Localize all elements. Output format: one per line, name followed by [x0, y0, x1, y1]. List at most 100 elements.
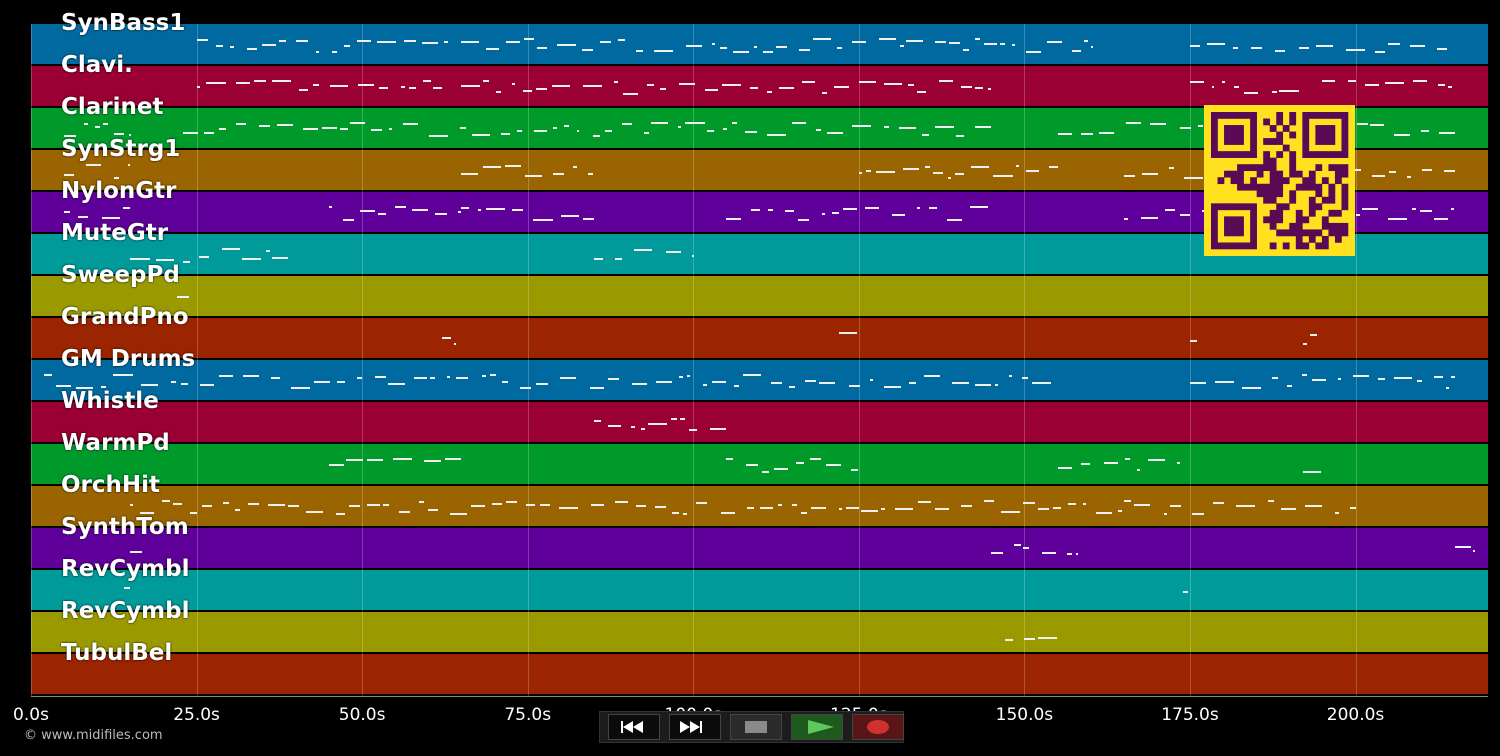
rewind-button[interactable]: [608, 714, 660, 740]
note-mark: [826, 464, 841, 466]
note-mark: [447, 376, 451, 378]
note-mark: [975, 87, 984, 89]
note-mark: [767, 134, 787, 136]
note-mark: [1124, 500, 1132, 502]
note-mark: [1118, 510, 1122, 512]
note-mark: [1384, 82, 1404, 84]
note-mark: [1372, 175, 1385, 177]
note-mark: [272, 257, 289, 259]
qr-module: [1321, 196, 1329, 204]
note-mark: [540, 504, 550, 506]
note-mark: [1015, 165, 1020, 167]
track-row: [31, 570, 1488, 610]
qr-module: [1211, 118, 1218, 126]
note-mark: [401, 86, 406, 88]
qr-module: [1334, 235, 1342, 243]
qr-module: [1250, 118, 1257, 126]
note-mark: [557, 44, 577, 46]
note-mark: [395, 206, 407, 208]
note-mark: [905, 40, 923, 42]
qr-module: [1282, 229, 1290, 237]
qr-module: [1243, 151, 1251, 158]
qr-module: [1334, 177, 1342, 185]
note-mark: [858, 81, 877, 83]
note-mark: [500, 133, 511, 135]
qr-module: [1328, 151, 1336, 158]
note-mark: [899, 45, 904, 47]
qr-module: [1341, 112, 1349, 119]
note-mark: [686, 45, 702, 47]
note-mark: [771, 382, 783, 384]
note-mark: [403, 123, 418, 125]
note-mark: [1287, 385, 1292, 387]
note-mark: [1009, 375, 1013, 377]
note-mark: [203, 132, 215, 134]
stop-button[interactable]: [730, 714, 782, 740]
note-mark: [130, 258, 150, 260]
qr-module: [1308, 151, 1316, 158]
note-mark: [1302, 343, 1308, 345]
note-mark: [726, 218, 741, 220]
note-mark: [1436, 48, 1448, 50]
qr-module: [1302, 151, 1310, 158]
fast-forward-icon: [680, 721, 702, 733]
qr-module: [1334, 222, 1342, 230]
note-mark: [1312, 379, 1326, 381]
note-mark: [64, 135, 76, 137]
qr-module: [1230, 125, 1238, 132]
note-mark: [707, 130, 714, 132]
note-mark: [1179, 214, 1190, 216]
qr-module: [1269, 164, 1277, 172]
qr-module: [1321, 177, 1329, 185]
note-mark: [720, 512, 736, 514]
note-mark: [1411, 208, 1416, 210]
play-button[interactable]: [791, 714, 843, 740]
note-mark: [1211, 86, 1215, 88]
note-mark: [587, 173, 593, 175]
note-mark: [822, 213, 826, 215]
qr-module: [1256, 190, 1264, 198]
note-mark: [763, 51, 774, 53]
note-mark: [975, 126, 992, 128]
note-mark: [720, 47, 727, 49]
qr-module: [1211, 131, 1218, 139]
note-mark: [84, 123, 89, 125]
note-mark: [581, 49, 594, 51]
qr-module: [1321, 235, 1329, 243]
record-button[interactable]: [852, 714, 904, 740]
qr-module: [1250, 144, 1257, 152]
qr-module: [1302, 183, 1310, 191]
note-mark: [635, 50, 643, 52]
note-mark: [349, 122, 365, 124]
note-mark: [991, 552, 1003, 554]
note-mark: [1434, 376, 1444, 378]
note-mark: [1184, 177, 1204, 179]
note-mark: [851, 125, 872, 127]
qr-module: [1315, 125, 1323, 132]
note-mark: [130, 551, 143, 553]
qr-module: [1302, 112, 1310, 119]
note-mark: [1387, 43, 1401, 45]
qr-module: [1250, 151, 1257, 158]
note-mark: [1271, 377, 1278, 379]
fast-forward-button[interactable]: [669, 714, 721, 740]
note-mark: [424, 460, 442, 462]
note-mark: [94, 126, 100, 128]
note-mark: [630, 426, 636, 428]
note-mark: [1176, 462, 1180, 464]
note-mark: [536, 88, 548, 90]
note-mark: [1041, 552, 1056, 554]
qr-module: [1315, 229, 1323, 237]
track-row: [31, 486, 1488, 526]
qr-module: [1211, 216, 1218, 224]
note-mark: [836, 47, 842, 49]
note-mark: [1189, 340, 1197, 342]
qr-module: [1315, 164, 1323, 172]
note-mark: [129, 134, 132, 136]
track-label: SynBass1: [61, 10, 186, 36]
note-mark: [218, 375, 233, 377]
note-mark: [349, 505, 361, 507]
note-mark: [461, 207, 469, 209]
note-mark: [1189, 382, 1206, 384]
qr-module: [1250, 235, 1257, 243]
